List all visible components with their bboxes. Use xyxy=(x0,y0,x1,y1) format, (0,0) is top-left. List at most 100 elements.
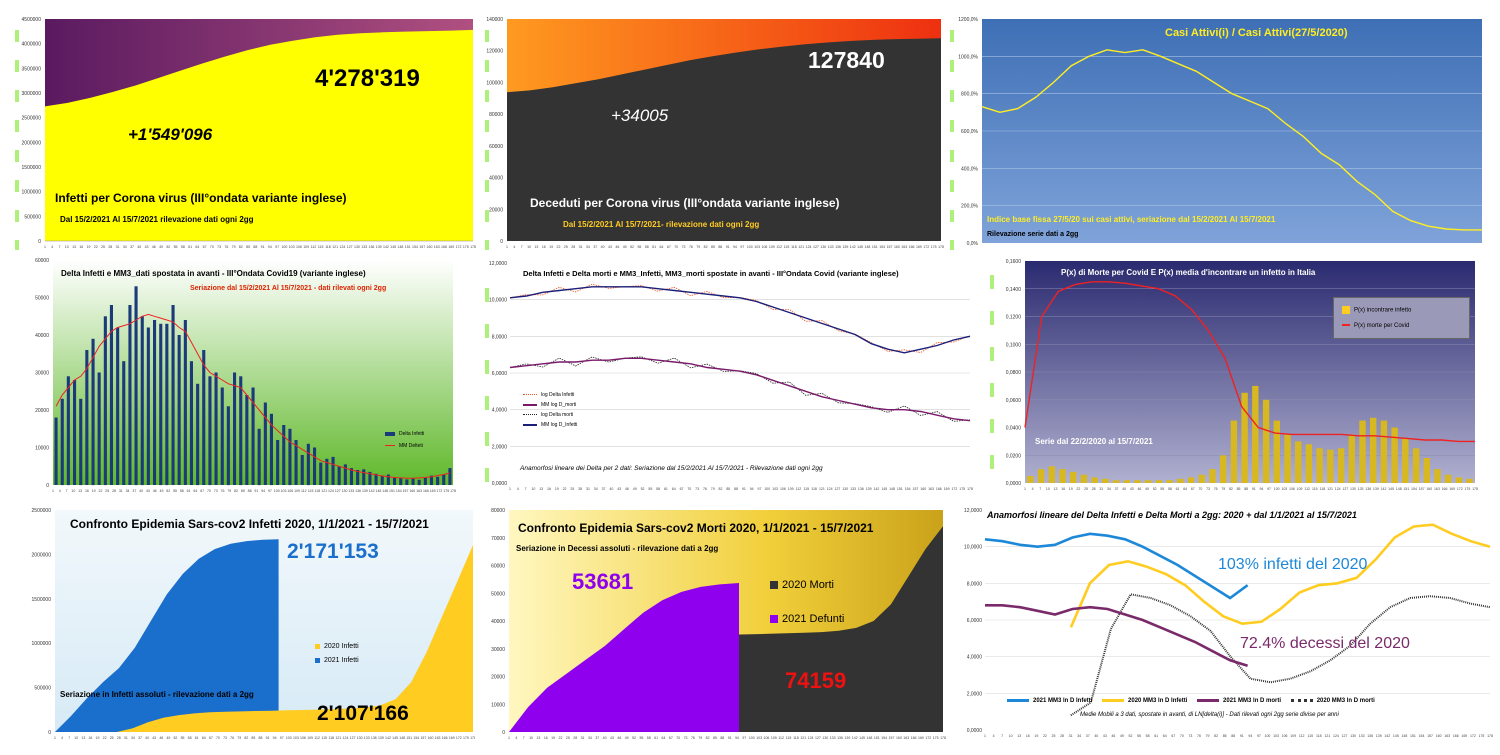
chart-probability-bar-10 xyxy=(1134,480,1141,483)
chart-delta-infetti-legend: Delta Infetti MM Delteti xyxy=(385,431,424,449)
chart-anamorfosi-xtick-52: 157 xyxy=(1427,734,1433,738)
chart-confronto-infetti-xtick-25: 76 xyxy=(230,736,234,740)
chart-confronto-infetti-xtick-15: 46 xyxy=(159,736,163,740)
chart-anamorfosi-annot-infetti: 103% infetti del 2020 xyxy=(1218,556,1368,573)
chart-delta-infetti-xtick-26: 79 xyxy=(227,489,231,493)
chart-infetti-xtick-1: 4 xyxy=(51,245,53,249)
chart-probability-xtick-15: 46 xyxy=(1137,487,1141,491)
chart-confronto-morti-2020-value: 74159 xyxy=(785,668,847,693)
chart-casi-attivi-ytick-5: 200,0% xyxy=(961,204,979,210)
chart-infetti-title: Infetti per Corona virus (III°ondata var… xyxy=(55,191,347,205)
chart-delta-infetti-bar-35 xyxy=(269,413,273,486)
chart-anamorfosi-ytick-0: 12,0000 xyxy=(964,508,982,514)
chart-anamorfosi-xtick-24: 73 xyxy=(1188,734,1192,738)
chart-infetti-xtick-4: 13 xyxy=(72,245,76,249)
chart-delta-log-xtick-29: 88 xyxy=(734,487,738,491)
chart-anamorfosi-line-2020-morti xyxy=(1070,593,1491,717)
chart-anamorfosi-xtick-49: 148 xyxy=(1401,734,1407,738)
chart-deceduti-xtick-11: 34 xyxy=(586,245,590,249)
chart-probability-bar-9 xyxy=(1123,480,1130,483)
chart-delta-infetti-xtick-37: 112 xyxy=(301,489,307,493)
chart-confronto-infetti-xtick-38: 115 xyxy=(321,736,327,740)
chart-infetti-big-value: 4'278'319 xyxy=(315,65,420,92)
chart-deceduti-xtick-4: 13 xyxy=(534,245,538,249)
legend-item-mm-delteti: MM Delteti xyxy=(385,443,424,449)
chart-deceduti-xtick-2: 7 xyxy=(521,245,523,249)
chart-delta-infetti-bar-7 xyxy=(97,372,101,485)
chart-delta-infetti-bar-19 xyxy=(171,305,175,485)
chart-confronto-infetti-ytick-0: 2500000 xyxy=(32,508,52,514)
chart-deceduti-delta-value: +34005 xyxy=(611,106,669,125)
chart-deceduti-xtick-34: 103 xyxy=(754,245,760,249)
chart-delta-infetti-bar-14 xyxy=(140,316,144,486)
chart-infetti-xtick-56: 169 xyxy=(448,245,454,249)
chart-delta-log-xtick-47: 142 xyxy=(874,487,880,491)
chart-confronto-morti-xtick-22: 67 xyxy=(669,736,673,740)
chart-delta-infetti-xtick-58: 175 xyxy=(443,489,449,493)
chart-deceduti-big-value: 127840 xyxy=(808,47,885,73)
chart-confronto-morti-xtick-49: 148 xyxy=(867,736,873,740)
chart-probability-xtick-55: 166 xyxy=(1442,487,1448,491)
chart-probability-edge-mark-3 xyxy=(990,383,994,397)
chart-probability-note: Serie dal 22/2/2020 al 15/7/2021 xyxy=(1035,437,1153,446)
chart-delta-infetti-panel: 60000 50000 40000 30000 20000 10000 0 1 4 7 10 13 16… xyxy=(15,255,460,495)
chart-deceduti-panel: 140000 120000 100000 80000 60000 40000 20000 0 1… xyxy=(485,15,947,250)
chart-confronto-morti-xtick-11: 34 xyxy=(588,736,592,740)
chart-anamorfosi-xtick-47: 142 xyxy=(1384,734,1390,738)
chart-delta-infetti-xtick-32: 97 xyxy=(268,489,272,493)
chart-delta-infetti-xtick-54: 163 xyxy=(416,489,422,493)
chart-deceduti-svg: 1400001200001000008000060000400002000001… xyxy=(485,17,944,250)
chart-delta-infetti-xtick-41: 124 xyxy=(328,489,334,493)
chart-probability-xtick-53: 160 xyxy=(1426,487,1432,491)
chart-confronto-infetti-xtick-6: 19 xyxy=(96,736,100,740)
chart-confronto-morti-xtick-54: 163 xyxy=(903,736,909,740)
chart-probability-bar-31 xyxy=(1359,420,1366,483)
chart-anamorfosi-xtick-41: 124 xyxy=(1333,734,1339,738)
chart-probability-xtick-27: 82 xyxy=(1229,487,1233,491)
chart-probability-xtick-48: 145 xyxy=(1388,487,1394,491)
chart-infetti-xtick-19: 58 xyxy=(181,245,185,249)
chart-delta-log-xtick-28: 85 xyxy=(726,487,730,491)
chart-deceduti-edge-mark-2 xyxy=(485,90,489,102)
chart-anamorfosi-xtick-9: 28 xyxy=(1060,734,1064,738)
chart-anamorfosi-xtick-44: 133 xyxy=(1359,734,1365,738)
chart-confronto-morti-xtick-28: 85 xyxy=(713,736,717,740)
chart-deceduti-xtick-20: 61 xyxy=(652,245,656,249)
chart-infetti-ytick-7: 1000000 xyxy=(22,190,42,196)
chart-infetti-xtick-47: 142 xyxy=(383,245,389,249)
chart-delta-infetti-bar-3 xyxy=(73,380,77,485)
chart-delta-log-xtick-10: 31 xyxy=(586,487,590,491)
chart-infetti-xtick-53: 160 xyxy=(427,245,433,249)
chart-confronto-morti-xtick-7: 22 xyxy=(559,736,563,740)
chart-delta-infetti-xtick-12: 37 xyxy=(132,489,136,493)
chart-delta-log-xtick-50: 151 xyxy=(897,487,903,491)
chart-delta-infetti-xtick-38: 115 xyxy=(308,489,314,493)
chart-confronto-infetti-xtick-4: 13 xyxy=(81,736,85,740)
chart-probability-xtick-41: 124 xyxy=(1335,487,1341,491)
chart-infetti-ytick-2: 3500000 xyxy=(22,66,42,72)
chart-casi-attivi-edge-mark-2 xyxy=(950,90,954,102)
chart-confronto-morti-panel: 80000 70000 60000 50000 40000 30000 20000 10000… xyxy=(485,505,947,750)
chart-delta-log-xtick-55: 166 xyxy=(936,487,942,491)
chart-anamorfosi-annot-decessi: 72.4% decessi del 2020 xyxy=(1240,635,1410,652)
chart-infetti-xtick-41: 124 xyxy=(340,245,346,249)
chart-confronto-infetti-xtick-31: 94 xyxy=(273,736,277,740)
chart-probability-xtick-14: 43 xyxy=(1130,487,1134,491)
chart-probability-xtick-26: 79 xyxy=(1221,487,1225,491)
chart-infetti-edge-mark-5 xyxy=(15,180,19,192)
chart-delta-infetti-bar-0 xyxy=(54,417,58,485)
chart-delta-log-edge-mark-1 xyxy=(485,324,489,338)
chart-infetti-ytick-9: 0 xyxy=(38,239,41,245)
chart-probability-xtick-42: 127 xyxy=(1342,487,1348,491)
chart-probability-edge-mark-2 xyxy=(990,347,994,361)
chart-anamorfosi-xtick-16: 49 xyxy=(1120,734,1124,738)
chart-delta-infetti-bar-44 xyxy=(325,458,329,486)
chart-confronto-morti-xtick-0: 1 xyxy=(508,736,510,740)
chart-delta-log-xtick-7: 22 xyxy=(563,487,567,491)
chart-confronto-infetti-xtick-44: 133 xyxy=(364,736,370,740)
chart-infetti-xtick-36: 109 xyxy=(303,245,309,249)
chart-deceduti-edge-mark-7 xyxy=(485,240,489,250)
chart-anamorfosi-xtick-38: 115 xyxy=(1307,734,1313,738)
chart-probability-bar-27 xyxy=(1316,448,1323,483)
chart-anamorfosi-xtick-29: 88 xyxy=(1231,734,1235,738)
